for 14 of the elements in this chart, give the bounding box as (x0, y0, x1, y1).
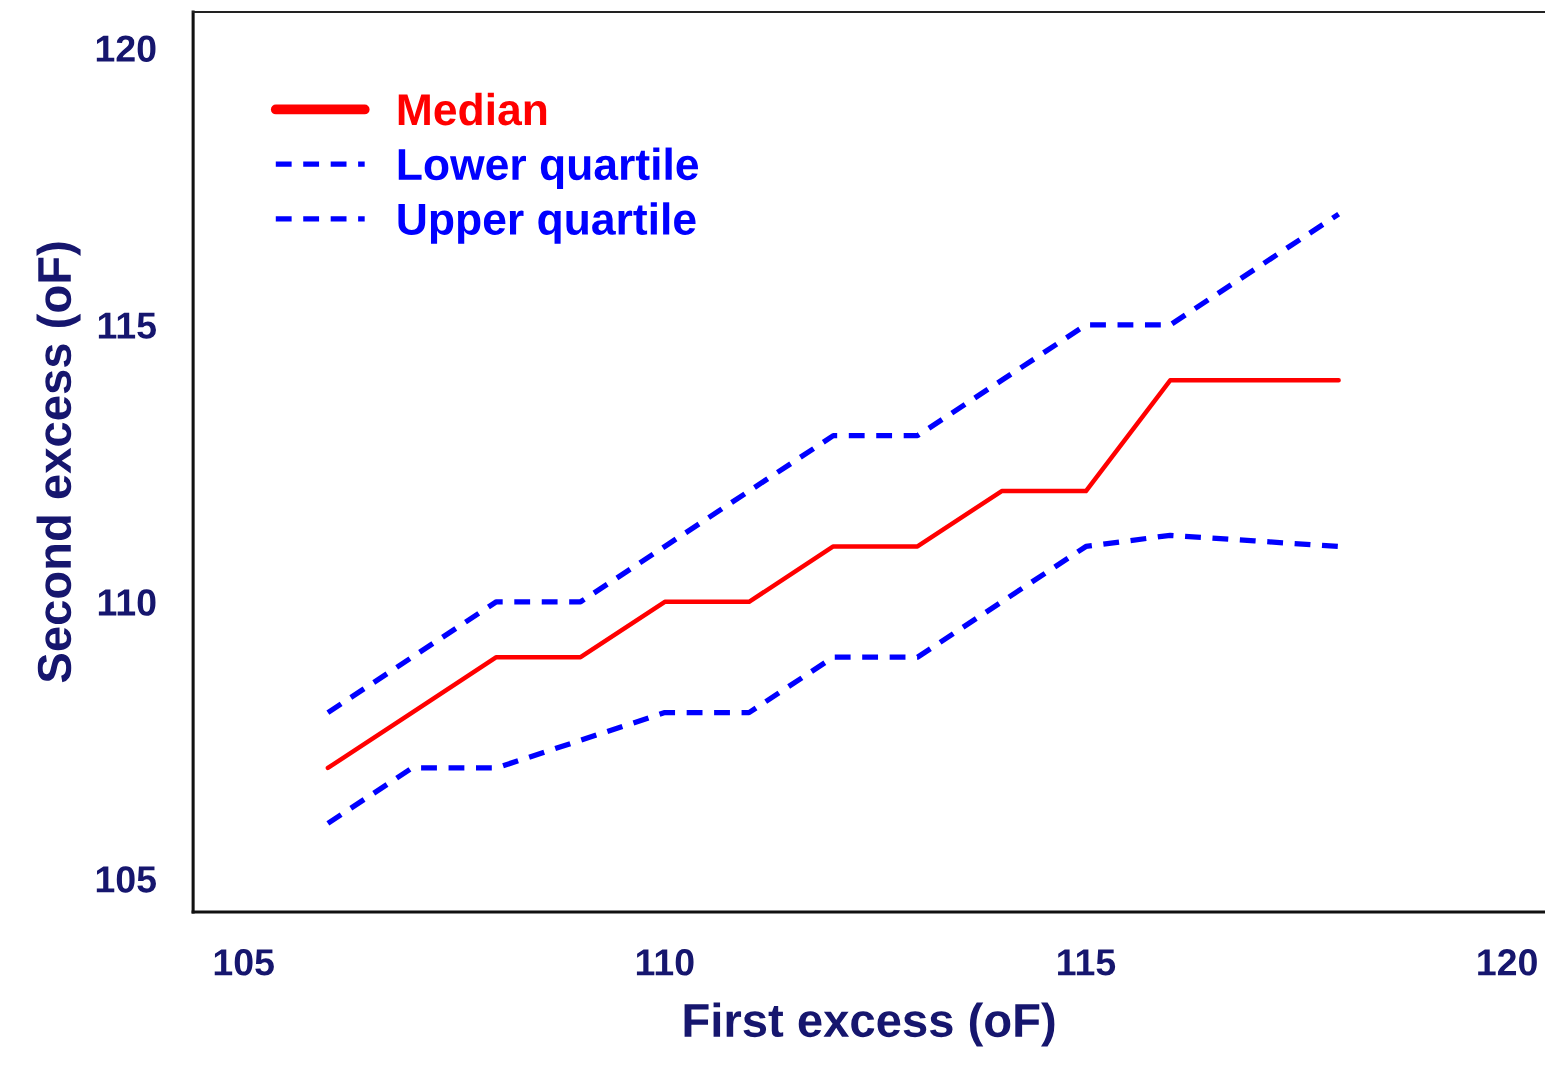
x-tick-label: 115 (1058, 949, 1116, 976)
line-series (325, 378, 1341, 771)
x-tick-label: 105 (214, 949, 274, 976)
legend-label: Median (398, 92, 547, 126)
y-tick-label: 110 (98, 589, 156, 616)
y-tick-label: 115 (98, 312, 156, 339)
x-axis-title: First excess (oF) (684, 1002, 1055, 1047)
y-tick-label: 105 (96, 866, 156, 893)
x-tick-label: 120 (1478, 949, 1537, 976)
legend-label: Lower quartile (398, 147, 699, 189)
y-tick-label: 120 (96, 35, 156, 62)
y-axis-title: Second excess (oF) (36, 242, 81, 683)
x-tick-label: 110 (636, 949, 694, 976)
legend-label: Upper quartile (398, 202, 696, 244)
